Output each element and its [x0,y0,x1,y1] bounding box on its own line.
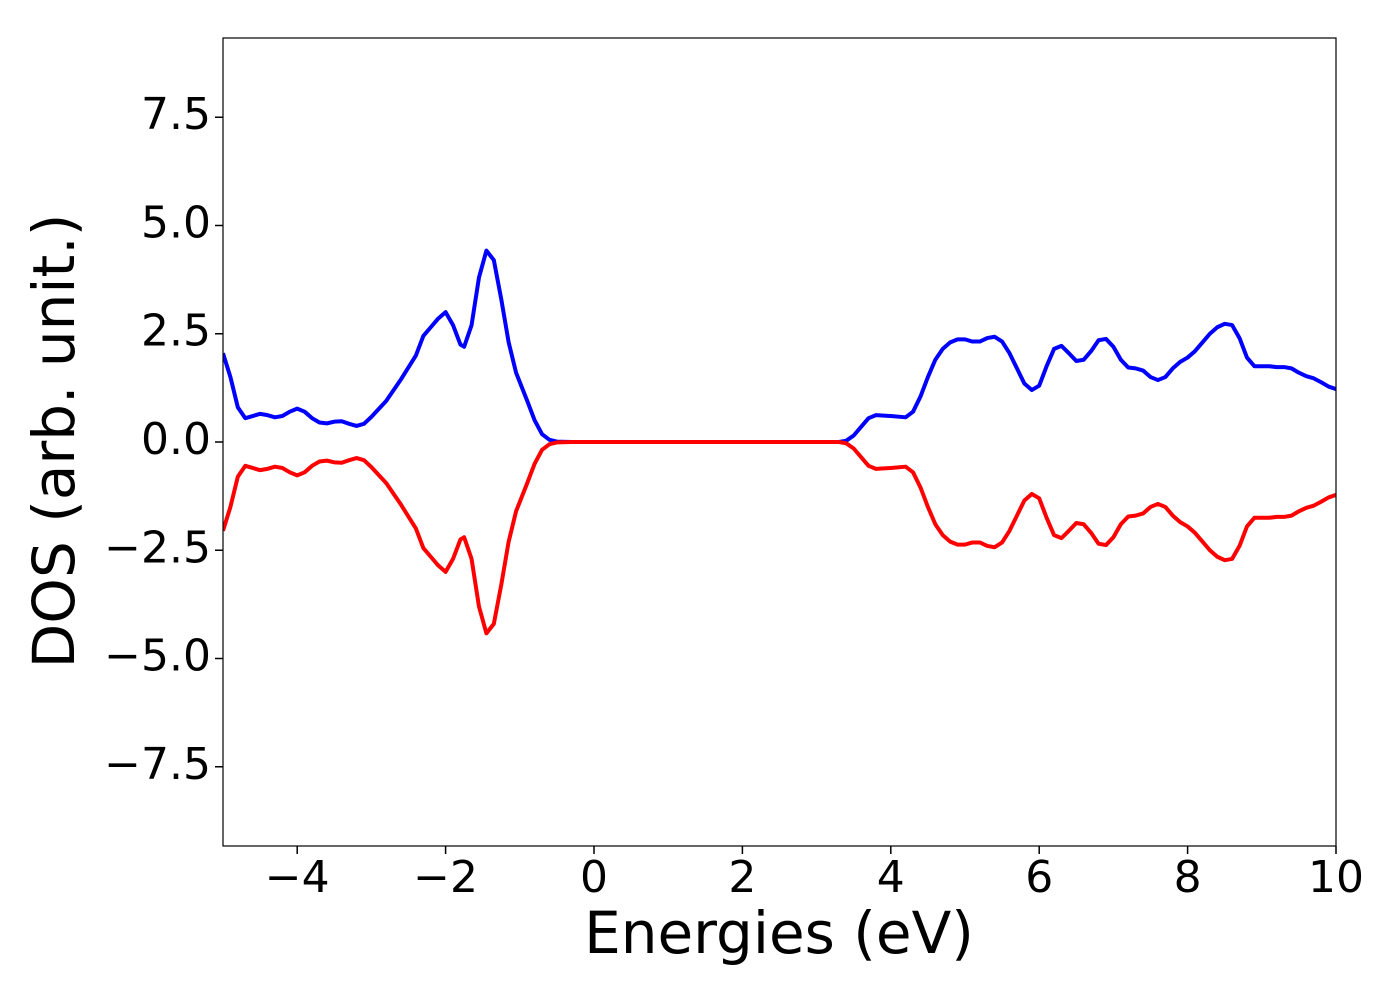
x-tick-label: −4 [265,852,330,903]
x-tick-label: 0 [580,852,608,903]
y-tick-label: −5.0 [104,631,211,682]
series-line [223,440,1336,636]
x-tick-label: 8 [1174,852,1202,903]
y-tick-label: 5.0 [141,197,211,248]
x-axis-title: Energies (eV) [584,899,974,967]
y-tick-label: −7.5 [104,739,211,790]
x-tick-label: 4 [877,852,905,903]
x-tick-label: 2 [728,852,756,903]
x-tick-label: −2 [413,852,478,903]
y-tick-label: 2.5 [141,306,211,357]
y-tick-label: 0.0 [141,414,211,465]
y-axis-title: DOS (arb. unit.) [20,214,88,669]
series-line [223,248,1336,444]
x-tick-label: 6 [1025,852,1053,903]
x-tick-label: 10 [1308,852,1364,903]
y-tick-label: −2.5 [104,522,211,573]
y-tick-label: 7.5 [141,89,211,140]
plot-frame [222,37,1337,847]
